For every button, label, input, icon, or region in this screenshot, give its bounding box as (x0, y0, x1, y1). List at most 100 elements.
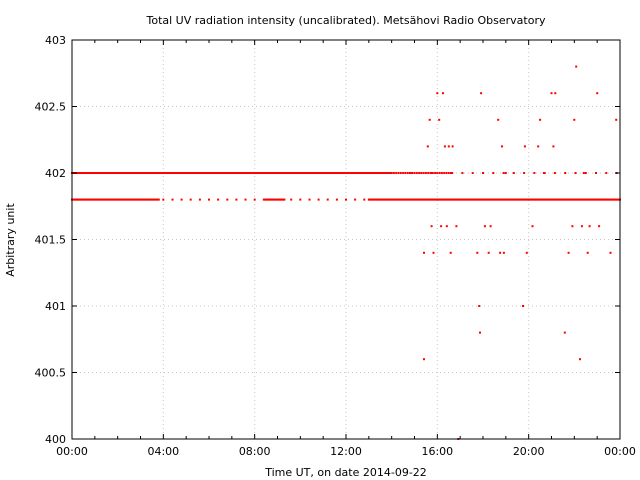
data-point (141, 172, 144, 174)
data-point (345, 198, 347, 201)
data-point (309, 172, 312, 174)
data-point (85, 198, 88, 201)
data-point (293, 172, 296, 174)
data-point (565, 198, 568, 201)
data-point (129, 198, 132, 201)
data-point (98, 198, 101, 201)
data-point (144, 198, 147, 201)
data-point (146, 198, 149, 201)
data-point (369, 172, 371, 174)
data-point (92, 198, 95, 201)
data-point (178, 172, 181, 174)
data-point (381, 198, 384, 201)
data-point (240, 172, 242, 174)
data-point (204, 172, 207, 174)
data-point (105, 172, 108, 174)
data-point (281, 198, 284, 201)
data-point (611, 198, 613, 201)
data-point (432, 251, 435, 254)
data-point (164, 172, 167, 174)
data-point (182, 172, 185, 174)
data-point (340, 172, 343, 174)
data-point (407, 198, 410, 201)
data-point (405, 198, 408, 201)
data-point (595, 198, 597, 201)
data-point (197, 172, 200, 174)
data-point (438, 172, 441, 174)
data-point (350, 172, 353, 174)
data-point (249, 172, 252, 174)
data-point (134, 198, 137, 201)
data-point (431, 172, 434, 174)
data-point (598, 225, 601, 228)
data-point (142, 198, 145, 201)
data-point (440, 225, 443, 228)
data-point (468, 198, 471, 201)
data-point (455, 198, 458, 201)
data-point (274, 198, 277, 201)
data-point (582, 198, 585, 201)
data-point (460, 198, 463, 201)
data-point (387, 198, 390, 201)
data-point (155, 198, 158, 201)
data-point (153, 198, 156, 201)
data-point (87, 198, 89, 201)
data-point (470, 198, 473, 201)
data-point (359, 172, 362, 174)
data-point (399, 198, 402, 201)
data-point (497, 118, 500, 121)
data-point (607, 198, 610, 201)
data-point (430, 198, 433, 201)
data-point (612, 198, 615, 201)
data-point (294, 172, 297, 174)
data-point (174, 172, 177, 174)
data-point (387, 172, 390, 174)
data-point (337, 172, 339, 174)
data-point (112, 172, 115, 174)
data-point (185, 172, 188, 174)
data-point (256, 172, 258, 174)
data-point (563, 331, 566, 334)
data-point (145, 198, 148, 201)
data-point (131, 172, 134, 174)
data-point (93, 172, 96, 174)
data-point (487, 251, 490, 254)
data-point (485, 198, 488, 201)
data-point (138, 198, 141, 201)
data-point (574, 172, 577, 174)
data-point (392, 172, 395, 174)
data-point (146, 172, 149, 174)
data-point (118, 198, 121, 201)
data-point (569, 198, 572, 201)
data-point (154, 198, 157, 201)
data-point (346, 172, 349, 174)
data-point (482, 198, 484, 201)
data-point (198, 198, 201, 201)
data-point (573, 198, 576, 201)
data-point (77, 198, 80, 201)
data-point (450, 198, 452, 201)
data-point (615, 118, 618, 121)
data-point (129, 172, 132, 174)
data-point (302, 172, 305, 174)
data-point (290, 198, 293, 201)
data-point (121, 172, 124, 174)
data-point (484, 198, 487, 201)
data-point (552, 198, 555, 201)
data-point (163, 172, 166, 174)
data-point (411, 172, 414, 174)
data-point (177, 172, 180, 174)
data-point (389, 198, 392, 201)
data-point (276, 198, 279, 201)
data-point (511, 198, 514, 201)
data-point (370, 172, 373, 174)
data-point (282, 172, 285, 174)
data-point (299, 198, 302, 201)
data-point (130, 198, 133, 201)
data-point (322, 172, 325, 174)
data-point (576, 198, 579, 201)
data-point (445, 198, 448, 201)
data-point (369, 198, 371, 201)
data-point (551, 198, 554, 201)
data-point (548, 198, 551, 201)
